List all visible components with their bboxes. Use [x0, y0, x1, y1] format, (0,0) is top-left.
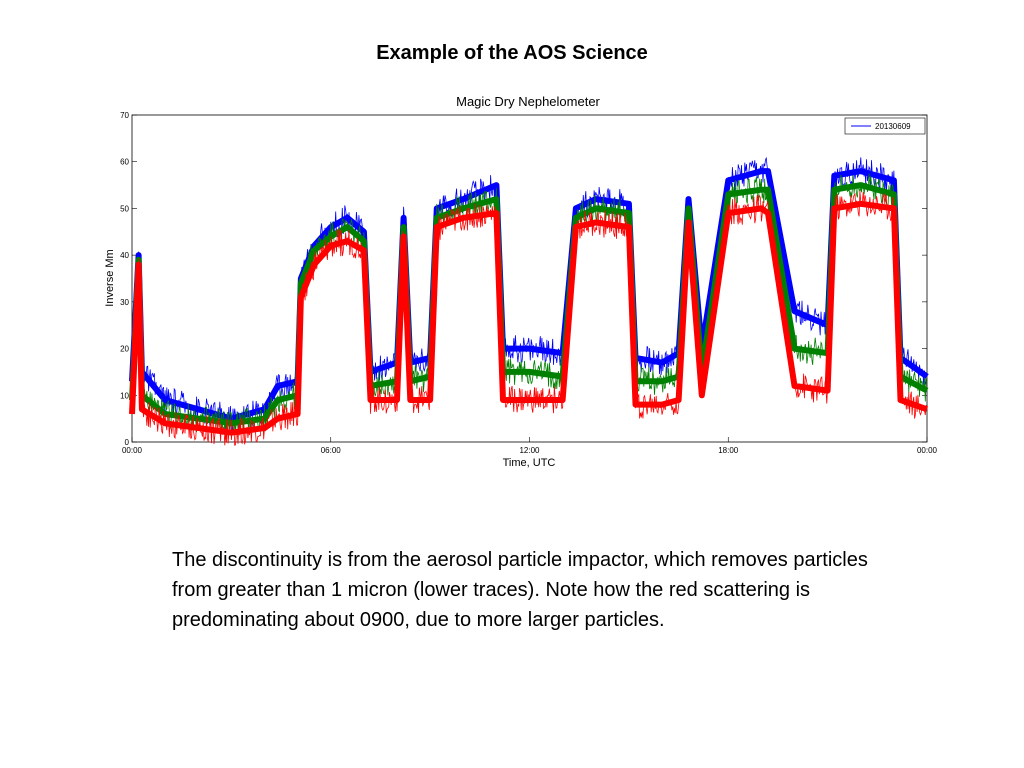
legend-entry: 20130609	[875, 122, 911, 131]
legend: 20130609	[844, 117, 926, 135]
y-tick-label: 0	[125, 438, 130, 447]
series-red-noise	[131, 190, 927, 446]
slide-title: Example of the AOS Science	[376, 42, 648, 64]
y-tick-label: 60	[120, 158, 129, 167]
series-layer	[129, 156, 929, 446]
x-tick-label: 00:00	[122, 446, 143, 455]
y-tick-label: 50	[120, 204, 129, 213]
series-green-noise	[131, 173, 927, 436]
y-axis-label: Inverse Mm	[104, 249, 116, 306]
nephelometer-chart: Magic Dry Nephelometer 0 10 20 30 40 50 60 70 0…	[104, 94, 938, 469]
y-tick-label: 40	[120, 251, 129, 260]
x-tick-label: 18:00	[718, 446, 739, 455]
x-tick-label: 00:00	[917, 446, 938, 455]
legend-box	[844, 117, 926, 135]
plot-frame	[131, 114, 928, 443]
x-tick-label: 06:00	[321, 446, 342, 455]
x-tick-label: 12:00	[519, 446, 540, 455]
y-tick-label: 10	[120, 391, 129, 400]
slide-caption: The discontinuity is from the aerosol pa…	[172, 549, 868, 631]
x-axis: 00:00 06:00 12:00 18:00 00:00	[122, 437, 938, 455]
y-tick-label: 20	[120, 345, 129, 354]
x-axis-label: Time, UTC	[503, 457, 556, 469]
y-tick-label: 30	[120, 298, 129, 307]
y-tick-label: 70	[120, 111, 129, 120]
chart-title: Magic Dry Nephelometer	[456, 94, 600, 109]
